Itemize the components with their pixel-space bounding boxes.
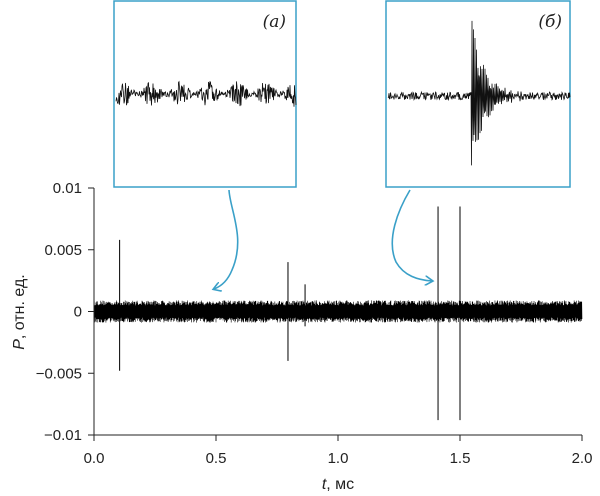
noise-band bbox=[93, 300, 583, 323]
y-tick-label: 0 bbox=[74, 304, 82, 321]
y-axis-var: P bbox=[11, 339, 28, 350]
x-tick-label: 0.0 bbox=[84, 450, 105, 467]
main-signal-trace bbox=[93, 300, 583, 323]
y-tick-label: −0.01 bbox=[44, 427, 82, 444]
inset-a: (а) bbox=[113, 0, 297, 188]
x-axis-label: t, мс bbox=[322, 476, 354, 493]
callout-arrow-b bbox=[391, 189, 432, 281]
x-axis-unit: , мс bbox=[326, 476, 354, 493]
x-axis-var: t bbox=[322, 476, 327, 493]
inset-a-label: (а) bbox=[263, 12, 286, 32]
x-tick-label: 1.5 bbox=[450, 450, 471, 467]
inset-a-trace bbox=[115, 80, 297, 107]
y-tick-label: 0.005 bbox=[44, 242, 82, 259]
inset-b-trace bbox=[387, 20, 571, 166]
inset-a-signal bbox=[115, 80, 297, 107]
callout-arrow-a bbox=[214, 189, 239, 289]
x-tick-label: 1.0 bbox=[328, 450, 349, 467]
y-ticks: 0.01 0.005 0 −0.005 −0.01 bbox=[36, 180, 94, 444]
x-tick-label: 2.0 bbox=[572, 450, 593, 467]
spike-group bbox=[119, 206, 461, 421]
y-axis-unit: , отн. ед. bbox=[11, 274, 28, 339]
y-axis-label: P, отн. ед. bbox=[11, 274, 28, 350]
y-tick-label: 0.01 bbox=[53, 180, 82, 197]
x-tick-label: 0.5 bbox=[206, 450, 227, 467]
x-ticks: 0.0 0.5 1.0 1.5 2.0 bbox=[84, 435, 593, 467]
inset-b-label: (б) bbox=[538, 12, 562, 32]
inset-b-signal bbox=[387, 20, 571, 166]
inset-b: (б) bbox=[385, 0, 571, 188]
y-tick-label: −0.005 bbox=[36, 365, 82, 382]
